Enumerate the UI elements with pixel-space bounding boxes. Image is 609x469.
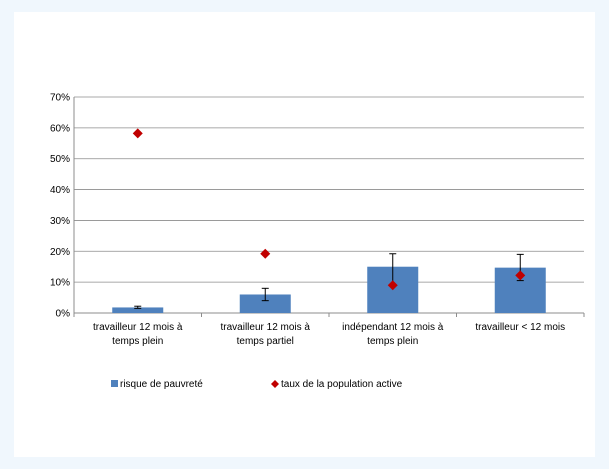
bar [112,307,164,313]
diamond-marker [515,270,526,281]
x-category-label: temps plein [112,336,163,347]
x-category-label: indépendant 12 mois à [342,322,444,333]
y-tick-label: 60% [50,123,70,134]
diamond-marker [387,280,398,291]
y-tick-label: 30% [50,216,70,227]
x-category-label: temps partiel [237,336,294,347]
y-tick-label: 20% [50,247,70,258]
legend-label-diamond: taux de la population active [281,379,403,390]
y-tick-label: 0% [56,309,71,320]
y-tick-label: 70% [50,93,70,104]
y-tick-label: 10% [50,278,70,289]
legend-swatch-diamond [271,380,279,388]
y-tick-label: 50% [50,154,70,165]
chart-panel: 0% 10% 20% 30% 40% 50% 60% 70% travailleur 12 mo… [14,12,595,457]
x-category-label: travailleur < 12 mois [475,322,565,333]
diamond-marker [132,128,143,139]
y-tick-label: 40% [50,185,70,196]
diamond-marker [260,248,271,259]
chart-svg: 0% 10% 20% 30% 40% 50% 60% 70% travailleur 12 mo… [50,93,585,390]
x-category-label: temps plein [367,336,418,347]
x-category-label: travailleur 12 mois à [221,322,311,333]
bar [239,294,291,313]
legend-label-bar: risque de pauvreté [120,379,203,390]
x-category-label: travailleur 12 mois à [93,322,183,333]
legend-swatch-bar [111,380,118,387]
